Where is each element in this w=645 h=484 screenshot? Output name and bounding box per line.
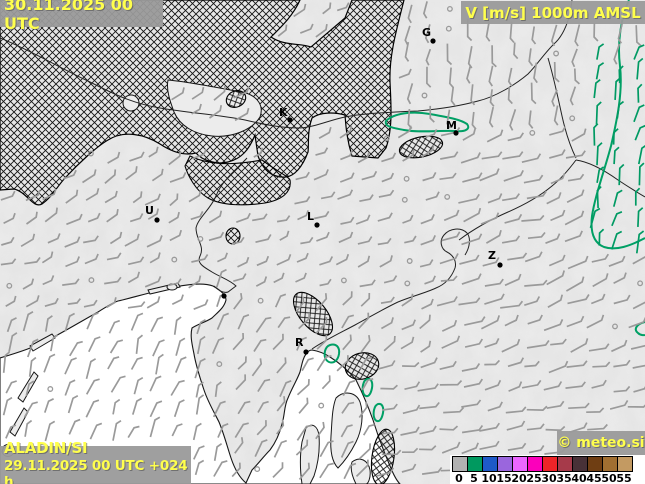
valid-datetime: 30.11.2025 00 UTC: [4, 0, 134, 33]
city-dot: [497, 262, 503, 268]
city-dot: [314, 222, 320, 228]
city-label-U: U: [145, 204, 154, 217]
credit-text: © meteo.si: [557, 435, 645, 451]
legend-value: 55: [616, 472, 632, 484]
legend-swatch: [452, 456, 468, 472]
model-run: 29.11.2025 00 UTC +024 h: [4, 457, 188, 484]
legend-swatch: [572, 456, 588, 472]
legend-swatch: [482, 456, 498, 472]
legend-swatch: [587, 456, 603, 472]
legend-value: 20: [511, 472, 527, 484]
model-name: ALADIN/SI: [4, 438, 88, 457]
city-label-L: L: [307, 210, 315, 223]
legend-swatch: [467, 456, 483, 472]
legend-value: 0: [455, 472, 463, 484]
legend-swatch: [557, 456, 573, 472]
city-dot: [453, 130, 459, 136]
legend-value: 50: [601, 472, 617, 484]
city-label-R: R: [295, 336, 304, 349]
city-dot: [154, 217, 160, 223]
city-label-K: K: [279, 106, 288, 119]
variable-title-box: V [m/s] 1000m AMSL: [461, 1, 645, 24]
city-label-M: M: [446, 119, 457, 132]
timestamp-box: 30.11.2025 00 UTC: [0, 0, 163, 33]
legend-swatch: [527, 456, 543, 472]
city-label-Z: Z: [488, 249, 496, 262]
variable-title: V [m/s] 1000m AMSL: [465, 3, 641, 22]
green-isotach-contours: [323, 0, 645, 423]
legend-swatch: [497, 456, 513, 472]
model-info-box: ALADIN/SI 29.11.2025 00 UTC +024 h: [0, 439, 191, 484]
city-label-G: G: [422, 26, 432, 39]
credit-box: © meteo.si: [557, 431, 645, 455]
legend-value: 30: [541, 472, 557, 484]
wind-speed-legend: 0 5 10 15 20 25 30 35 40 45 50 55: [450, 455, 645, 484]
city-dot: [287, 117, 293, 123]
legend-swatch: [542, 456, 558, 472]
legend-labels: 0 5 10 15 20 25 30 35 40 45 50 55: [452, 472, 632, 484]
legend-value: 35: [556, 472, 572, 484]
legend-value: 10: [481, 472, 497, 484]
legend-swatch: [512, 456, 528, 472]
legend-value: 15: [496, 472, 512, 484]
city-dots-layer: [154, 38, 503, 355]
legend-swatch: [617, 456, 633, 472]
city-dot: [221, 293, 227, 299]
legend-value: 45: [586, 472, 602, 484]
city-dot: [303, 349, 309, 355]
legend-value: 25: [526, 472, 542, 484]
legend-value: 5: [470, 472, 478, 484]
legend-value: 40: [571, 472, 587, 484]
legend-swatch: [602, 456, 618, 472]
legend-swatches: [452, 456, 633, 472]
city-dot: [430, 38, 436, 44]
